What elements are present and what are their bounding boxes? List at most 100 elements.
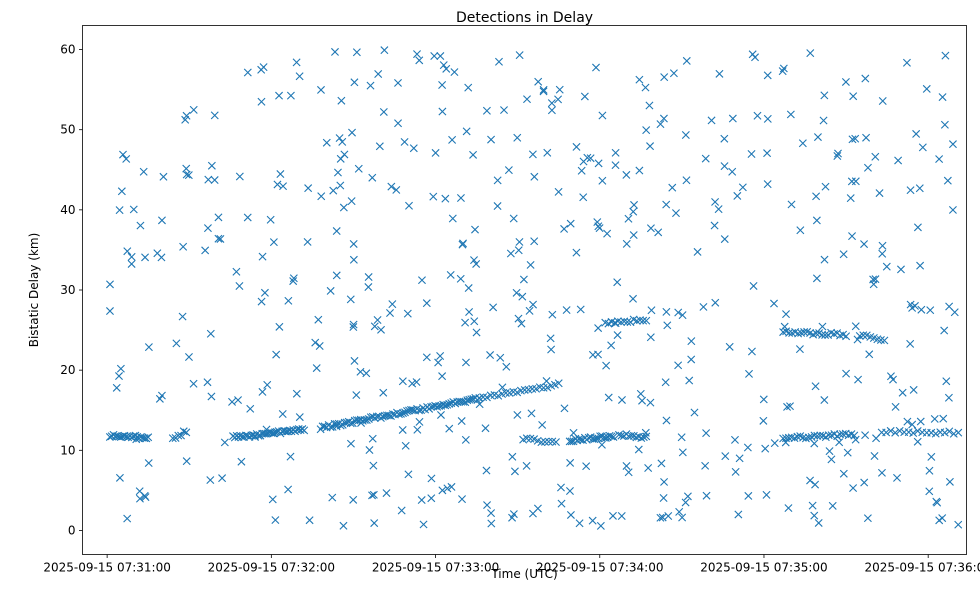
y-tick-label-4: 40: [60, 203, 75, 217]
data-point-158: [903, 417, 912, 426]
data-point-0: [123, 514, 132, 523]
data-point-204: [715, 69, 724, 78]
data-point-291: [332, 227, 341, 236]
data-point-199: [851, 177, 860, 186]
data-point-325: [350, 78, 359, 87]
data-point-738: [551, 438, 560, 447]
data-point-517: [141, 493, 150, 502]
data-point-478: [918, 143, 927, 152]
data-point-72: [203, 224, 212, 233]
data-point-191: [878, 249, 887, 258]
data-point-286: [779, 64, 788, 73]
data-point-139: [237, 457, 246, 466]
data-point-542: [675, 507, 684, 516]
data-point-826: [812, 329, 821, 338]
data-point-527: [786, 402, 794, 411]
data-point-239: [486, 351, 495, 360]
data-point-187: [770, 299, 778, 308]
data-point-735: [541, 437, 550, 446]
data-point-333: [862, 133, 871, 142]
data-point-739: [565, 437, 574, 446]
y-tick-label-5: 50: [60, 123, 75, 137]
data-point-814: [850, 431, 859, 440]
data-point-322: [322, 138, 331, 147]
data-point-176: [685, 376, 694, 385]
data-point-484: [218, 474, 227, 483]
data-point-40: [812, 192, 821, 201]
data-point-370: [509, 214, 518, 223]
data-point-281: [115, 372, 123, 381]
data-point-221: [329, 186, 338, 195]
data-point-66: [461, 358, 470, 367]
data-point-270: [833, 151, 842, 160]
data-point-147: [763, 114, 772, 123]
data-point-46: [201, 246, 210, 255]
data-point-415: [328, 493, 337, 502]
x-axis-label: Time (UTC): [490, 567, 557, 581]
data-point-45: [629, 231, 638, 240]
data-point-489: [565, 487, 574, 496]
data-point-556: [828, 501, 837, 510]
data-point-68: [662, 307, 671, 316]
data-point-764: [617, 431, 626, 440]
data-point-339: [403, 309, 412, 318]
data-point-83: [317, 85, 325, 94]
data-point-352: [753, 111, 762, 120]
data-point-296: [780, 322, 789, 331]
data-point-250: [682, 56, 691, 65]
data-point-510: [527, 409, 536, 418]
data-point-177: [678, 311, 687, 320]
data-point-319: [598, 176, 607, 185]
data-point-143: [470, 317, 479, 326]
data-point-105: [728, 114, 737, 123]
data-point-498: [926, 306, 935, 315]
data-point-193: [336, 181, 345, 190]
data-point-294: [707, 116, 716, 125]
data-point-28: [493, 202, 502, 211]
data-point-601: [254, 431, 263, 440]
data-point-504: [509, 510, 518, 519]
data-point-316: [228, 397, 237, 406]
data-point-190: [917, 305, 926, 314]
data-point-227: [710, 221, 719, 230]
data-point-503: [447, 482, 456, 491]
data-point-182: [770, 439, 779, 448]
data-point-303: [630, 200, 639, 209]
data-point-515: [373, 316, 382, 324]
data-point-446: [413, 425, 422, 434]
data-point-283: [515, 51, 524, 60]
data-point-402: [734, 510, 743, 519]
data-point-113: [812, 216, 821, 225]
data-point-108: [232, 267, 241, 276]
data-point-545: [235, 172, 244, 181]
data-point-170: [834, 149, 842, 158]
data-point-345: [207, 161, 216, 170]
data-point-238: [820, 396, 829, 405]
data-point-555: [916, 417, 925, 426]
data-point-318: [369, 490, 378, 499]
data-point-62: [942, 377, 951, 386]
data-point-433: [922, 84, 931, 93]
data-point-768: [627, 431, 636, 440]
data-point-782: [623, 318, 632, 326]
data-point-475: [730, 435, 739, 444]
data-point-263: [763, 149, 772, 158]
data-point-295: [210, 111, 219, 120]
data-point-314: [220, 438, 229, 447]
data-point-500: [471, 225, 480, 234]
data-point-721: [528, 384, 537, 393]
data-point-511: [678, 513, 687, 522]
data-point-452: [405, 201, 413, 210]
data-point-772: [637, 434, 646, 443]
data-point-509: [846, 194, 855, 203]
data-point-257: [182, 164, 191, 173]
data-point-109: [943, 176, 952, 185]
data-point-317: [530, 172, 539, 181]
data-point-110: [356, 367, 365, 376]
data-point-264: [747, 347, 756, 356]
data-point-306: [908, 420, 917, 429]
data-point-363: [427, 494, 436, 503]
chart-title: Detections in Delay: [456, 10, 593, 26]
data-point-321: [875, 189, 884, 198]
data-point-33: [409, 144, 418, 153]
